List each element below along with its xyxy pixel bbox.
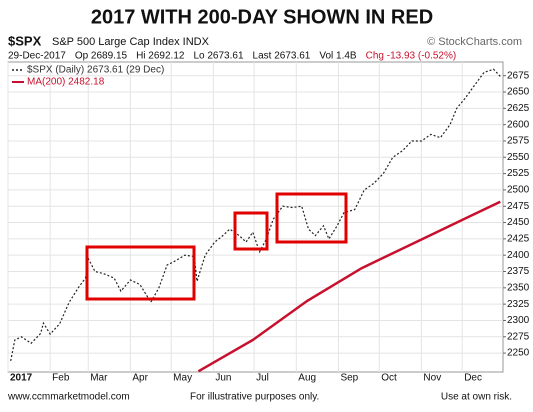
y-tick-label: 2625 [507,103,530,114]
x-tick-label: Nov [423,373,441,384]
y-tick-label: 2450 [507,217,530,228]
symbol: $SPX [8,33,42,48]
symbol-name: S&P 500 Large Cap Index INDX [52,36,210,48]
info-item: Last 2673.61 [253,51,311,62]
y-tick-label: 2425 [507,234,530,245]
footer-text: Use at own risk. [441,392,512,403]
y-tick-label: 2550 [507,152,530,163]
legend-label: MA(200) 2482.18 [27,77,105,88]
info-item: Op 2689.15 [75,51,128,62]
y-tick-label: 2575 [507,136,530,147]
y-tick-label: 2475 [507,201,530,212]
info-item: Vol 1.4B [319,51,357,62]
y-tick-label: 2275 [507,331,530,342]
info-item: Chg -13.93 (-0.52%) [366,51,457,62]
y-tick-label: 2600 [507,119,530,130]
y-tick-label: 2300 [507,315,530,326]
x-tick-label: Oct [381,373,397,384]
x-tick-label: Apr [132,373,148,384]
series-line [10,68,501,362]
y-tick-label: 2325 [507,299,530,310]
x-tick-label: Sep [340,373,358,384]
info-item: Lo 2673.61 [193,51,243,62]
footer-text: For illustrative purposes only. [190,392,319,403]
y-tick-label: 2400 [507,250,530,261]
x-tick-label: Jun [215,373,231,384]
x-tick-label: 2017 [10,373,33,384]
highlight-box [85,245,196,301]
chart-title: 2017 WITH 200-DAY SHOWN IN RED [91,6,433,28]
legend-label: $SPX (Daily) 2673.61 (29 Dec) [27,65,164,76]
highlight-box [275,192,348,244]
footer-text: www.ccmmarketmodel.com [7,392,130,403]
y-tick-label: 2350 [507,282,530,293]
source: © StockCharts.com [427,36,522,48]
x-tick-label: Dec [464,373,482,384]
y-tick-label: 2250 [507,348,530,359]
x-tick-label: Jul [256,373,269,384]
x-tick-label: May [173,373,192,384]
info-item: Hi 2692.12 [136,51,185,62]
highlight-box [233,211,269,251]
y-tick-label: 2650 [507,87,530,98]
y-tick-label: 2525 [507,168,530,179]
x-tick-label: Aug [298,373,316,384]
y-tick-label: 2500 [507,185,530,196]
y-tick-label: 2675 [507,70,530,81]
y-tick-label: 2375 [507,266,530,277]
x-tick-label: Feb [52,373,70,384]
series-line [197,200,501,373]
x-tick-label: Mar [90,373,108,384]
info-item: 29-Dec-2017 [8,51,66,62]
